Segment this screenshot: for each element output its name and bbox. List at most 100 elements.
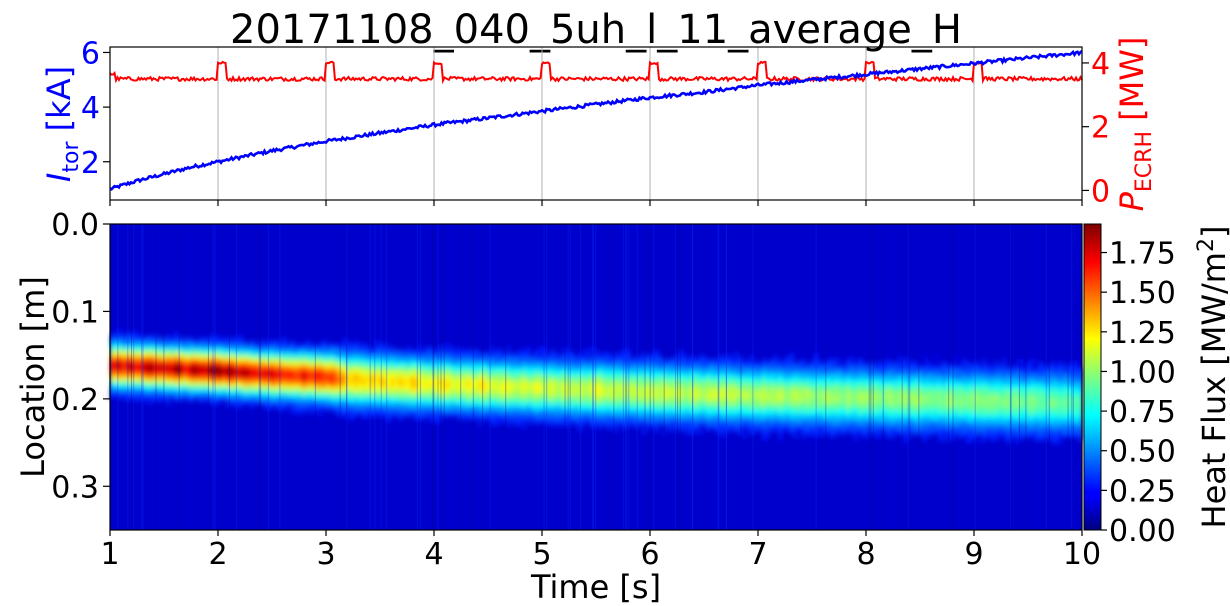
heatmap-cell	[434, 416, 439, 420]
heatmap-cell	[418, 353, 423, 357]
heatmap-cell	[902, 377, 907, 381]
heatmap-cell	[422, 371, 427, 375]
heatmap-cell	[682, 383, 687, 387]
heatmap-cell	[830, 380, 835, 384]
heatmap-cell	[922, 425, 927, 429]
heatmap-cell	[842, 386, 847, 390]
heatmap-cell	[774, 392, 779, 396]
heatmap-cell	[858, 431, 863, 435]
heatmap-cell	[162, 398, 167, 402]
heatmap-cell	[530, 407, 535, 411]
heatmap-cell	[606, 422, 611, 426]
heatmap-cell	[874, 401, 879, 405]
heatmap-cell	[554, 407, 559, 411]
heatmap-cell	[466, 356, 471, 360]
heatmap-cell	[306, 398, 311, 402]
heatmap-cell	[174, 350, 179, 354]
heatmap-cell	[710, 404, 715, 408]
heatmap-cell	[342, 356, 347, 360]
heatmap-cell	[294, 395, 299, 399]
heatmap-cell	[702, 416, 707, 420]
heatmap-cell	[786, 356, 791, 360]
heatmap-cell	[402, 377, 407, 381]
heatmap-cell	[582, 383, 587, 387]
heatmap-cell	[866, 380, 871, 384]
heatmap-cell	[346, 395, 351, 399]
heatmap-cell	[370, 410, 375, 414]
heatmap-cell	[882, 365, 887, 369]
heatmap-cell	[522, 359, 527, 363]
heatmap-cell	[382, 359, 387, 363]
heatmap-cell	[242, 341, 247, 345]
heatmap-cell	[706, 428, 711, 432]
heatmap-cell	[350, 380, 355, 384]
heatmap-cell	[510, 419, 515, 423]
heatmap-cell	[406, 395, 411, 399]
heatmap-cell	[498, 377, 503, 381]
heatmap-cell	[370, 395, 375, 399]
heatmap-cell	[626, 398, 631, 402]
heatmap-cell	[878, 377, 883, 381]
heatmap-cell	[550, 410, 555, 414]
heatmap-cell	[534, 380, 539, 384]
heatmap-cell	[654, 392, 659, 396]
heatmap-cell	[726, 365, 731, 369]
heatmap-cell	[198, 398, 203, 402]
heatmap-cell	[174, 341, 179, 345]
heatmap-cell	[534, 356, 539, 360]
heatmap-cell	[122, 353, 127, 357]
heatmap-cell	[762, 407, 767, 411]
heatmap-cell	[250, 395, 255, 399]
heatmap-cell	[274, 356, 279, 360]
heatmap-cell	[746, 365, 751, 369]
heatmap-cell	[250, 401, 255, 405]
heatmap-cell	[158, 395, 163, 399]
heatmap-cell	[414, 371, 419, 375]
heatmap-cell	[694, 416, 699, 420]
heatmap-cell	[138, 389, 143, 393]
heatmap-cell	[230, 401, 235, 405]
heatmap-cell	[514, 398, 519, 402]
heatmap-cell	[566, 395, 571, 399]
heatmap-cell	[834, 368, 839, 372]
heatmap-cell	[766, 416, 771, 420]
heatmap-cell	[566, 413, 571, 417]
heatmap-cell	[642, 383, 647, 387]
heatmap-cell	[174, 353, 179, 357]
heatmap-cell	[190, 380, 195, 384]
heatmap-cell	[626, 392, 631, 396]
heatmap-cell	[366, 374, 371, 378]
heatmap-cell	[658, 404, 663, 408]
heatmap-cell	[750, 356, 755, 360]
heatmap-cell	[530, 374, 535, 378]
heatmap-cell	[846, 365, 851, 369]
heatmap-cell	[366, 359, 371, 363]
heatmap-cell	[194, 365, 199, 369]
heatmap-cell	[214, 398, 219, 402]
heatmap-cell	[722, 392, 727, 396]
heatmap-cell	[118, 395, 123, 399]
heatmap-cell	[550, 377, 555, 381]
heatmap-cell	[638, 371, 643, 375]
heatmap-cell	[410, 350, 415, 354]
heatmap-cell	[454, 386, 459, 390]
heatmap-cell	[782, 428, 787, 432]
heatmap-cell	[798, 362, 803, 366]
heatmap-cell	[918, 392, 923, 396]
heatmap-cell	[426, 401, 431, 405]
heatmap-cell	[494, 386, 499, 390]
heatmap-cell	[330, 386, 335, 390]
heatmap-cell	[750, 407, 755, 411]
heatmap-cell	[886, 419, 891, 423]
heatmap-cell	[750, 416, 755, 420]
heatmap-cell	[898, 383, 903, 387]
heatmap-cell	[790, 401, 795, 405]
heatmap-cell	[266, 404, 271, 408]
heatmap-cell	[470, 398, 475, 402]
heatmap-cell	[126, 386, 131, 390]
heatmap-cell	[410, 371, 415, 375]
heatmap-cell	[238, 380, 243, 384]
heatmap-cell	[574, 365, 579, 369]
heatmap-cell	[870, 416, 875, 420]
heatmap-cell	[798, 419, 803, 423]
